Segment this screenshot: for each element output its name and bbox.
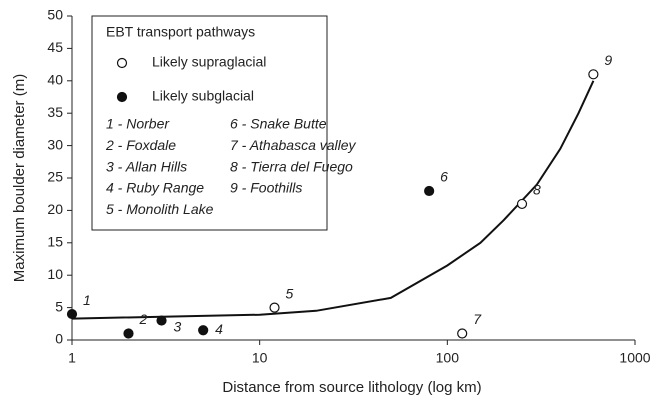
- trendline: [71, 80, 595, 320]
- x-axis-title: Distance from source lithology (log km): [222, 379, 481, 396]
- site-label: 4 - Ruby Range: [106, 180, 204, 196]
- site-label: 3 - Allan Hills: [106, 158, 187, 174]
- data-point: [198, 325, 209, 336]
- legend-marker: [116, 91, 128, 103]
- y-tick-label: 35: [47, 104, 63, 120]
- point-label: 4: [215, 321, 223, 337]
- x-tick-label: 1: [68, 350, 76, 366]
- point-label: 2: [138, 311, 147, 327]
- legend-title: EBT transport pathways: [106, 24, 255, 40]
- y-tick-label: 10: [47, 266, 63, 282]
- x-tick-label: 1000: [619, 350, 650, 366]
- point-label: 6: [440, 169, 448, 185]
- site-label: 8 - Tierra del Fuego: [230, 158, 353, 174]
- data-point: [516, 198, 528, 210]
- data-point: [457, 328, 468, 339]
- point-label: 7: [473, 311, 482, 327]
- data-point: [588, 69, 599, 80]
- site-label: 2 - Foxdale: [105, 137, 176, 153]
- site-label: 9 - Foothills: [230, 180, 302, 196]
- y-tick-label: 50: [47, 7, 63, 23]
- y-tick-label: 30: [47, 136, 63, 152]
- legend-label: Likely supraglacial: [152, 54, 266, 70]
- y-tick-label: 40: [47, 72, 63, 88]
- point-label: 8: [533, 182, 541, 198]
- x-tick-label: 100: [436, 350, 460, 366]
- y-tick-label: 15: [47, 234, 63, 250]
- data-point: [123, 328, 134, 339]
- site-label: 7 - Athabasca valley: [230, 137, 357, 153]
- legend-marker: [116, 57, 128, 69]
- y-tick-label: 20: [47, 201, 63, 217]
- site-label: 6 - Snake Butte: [230, 116, 327, 132]
- data-point: [66, 308, 78, 320]
- point-label: 3: [174, 318, 182, 334]
- y-tick-label: 25: [47, 169, 63, 185]
- y-axis-title: Maximum boulder diameter (m): [11, 74, 28, 282]
- point-label: 1: [83, 292, 91, 308]
- y-tick-label: 0: [55, 331, 63, 347]
- x-tick-label: 10: [252, 350, 268, 366]
- legend-box: [91, 15, 328, 231]
- point-label: 5: [286, 285, 294, 301]
- site-label: 1 - Norber: [106, 116, 170, 132]
- site-label: 5 - Monolith Lake: [106, 201, 214, 217]
- y-tick-label: 45: [47, 39, 63, 55]
- y-tick-label: 5: [55, 298, 63, 314]
- point-label: 9: [604, 52, 612, 68]
- data-point: [269, 302, 280, 313]
- data-point: [156, 315, 167, 326]
- legend-label: Likely subglacial: [152, 88, 254, 104]
- data-point: [424, 185, 435, 197]
